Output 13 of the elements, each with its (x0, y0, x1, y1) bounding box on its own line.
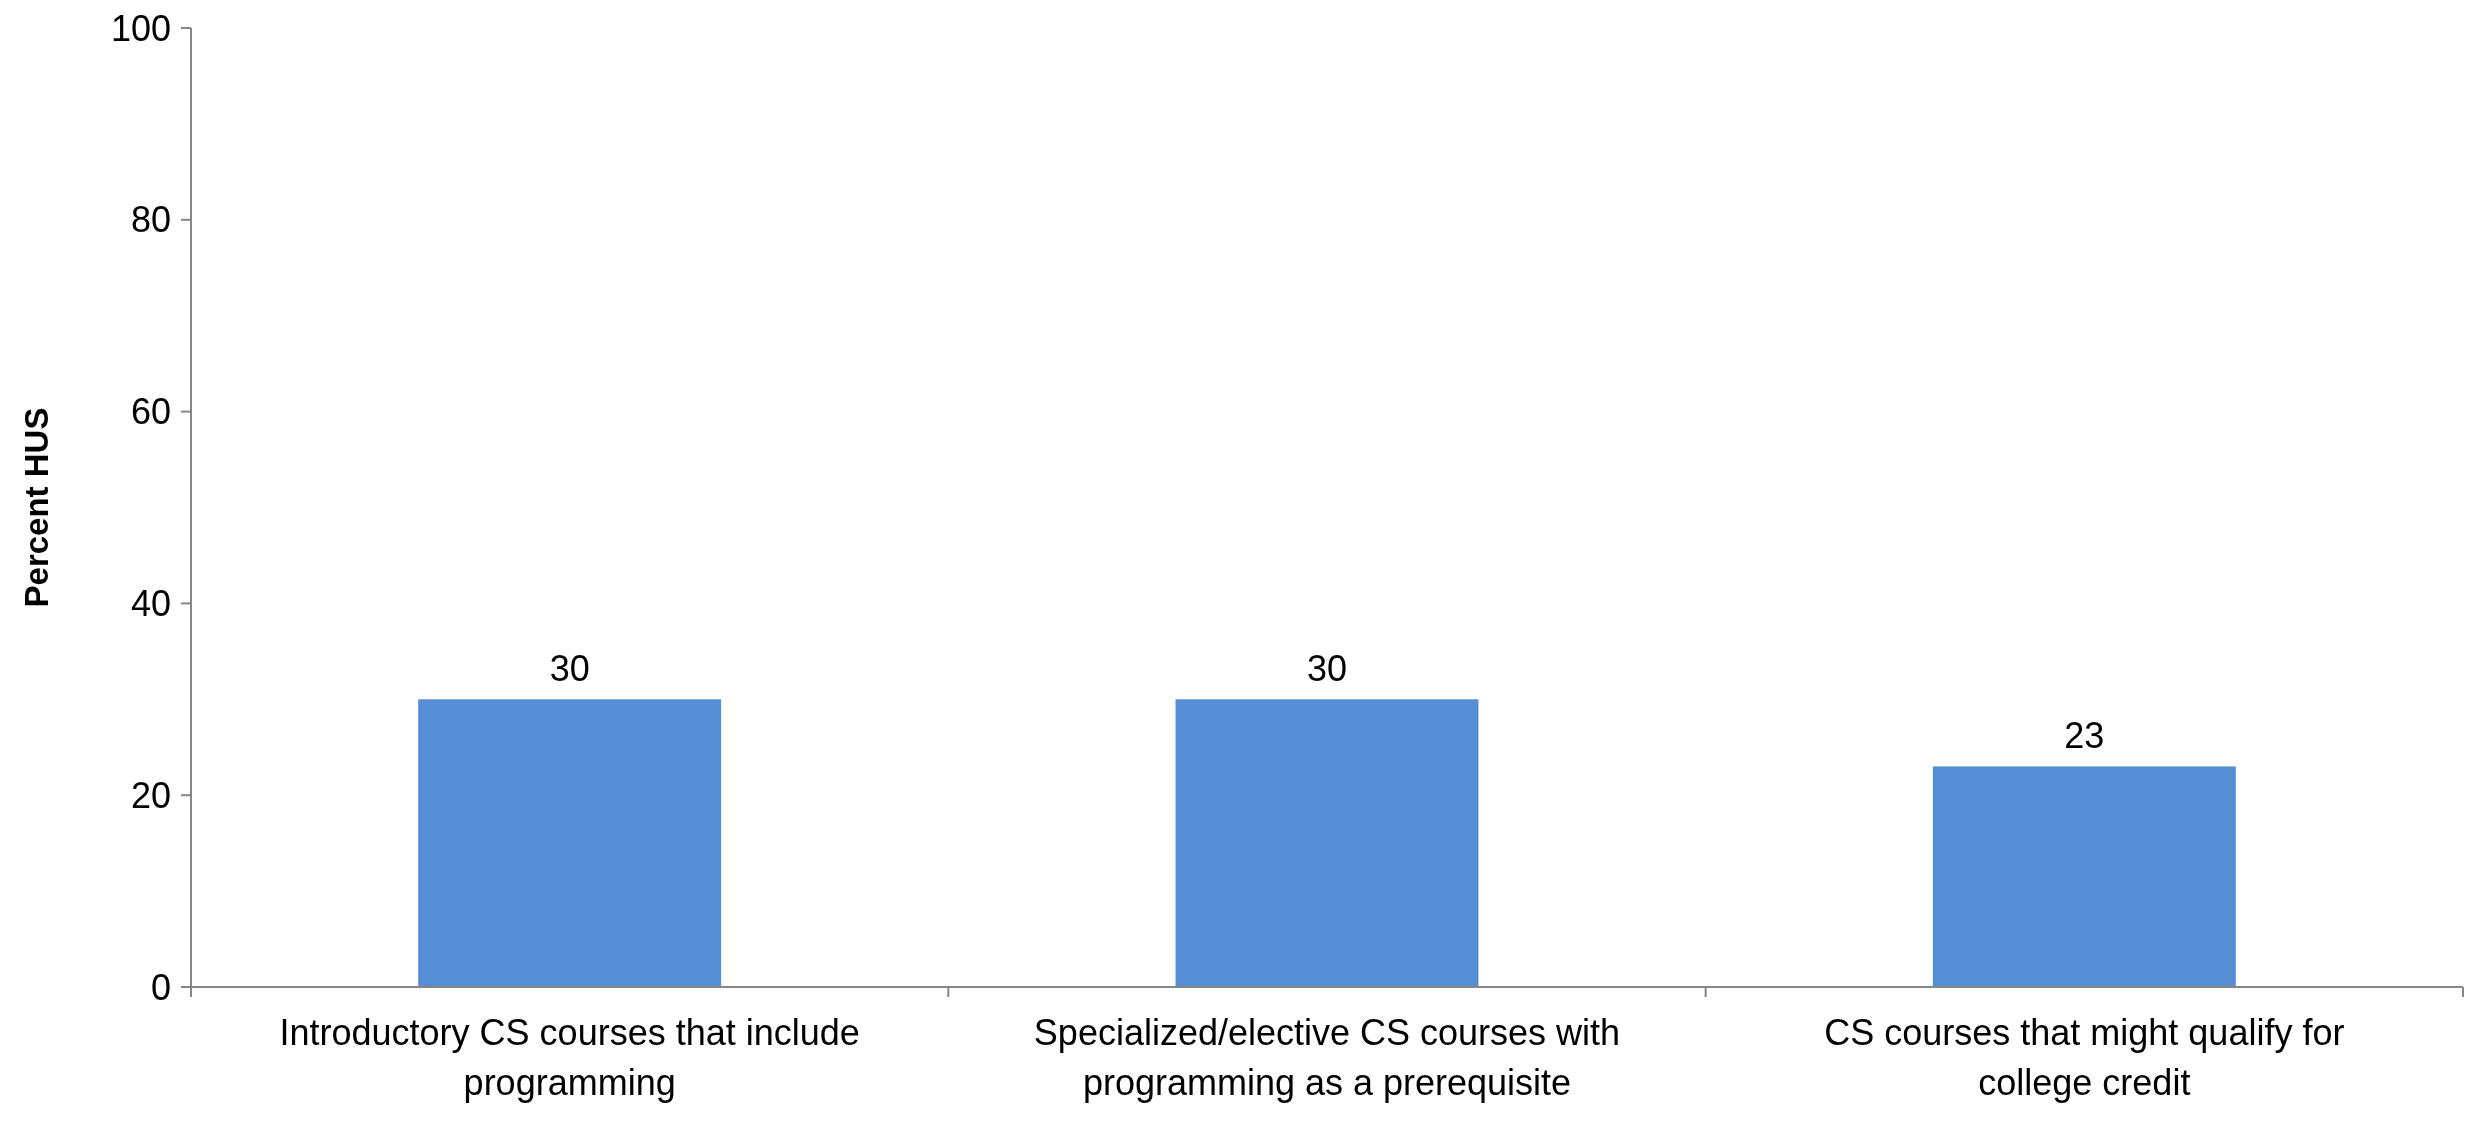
y-tick-label: 60 (130, 391, 171, 433)
x-tick-label: CS courses that might qualify for college credit (1824, 1012, 2345, 1103)
x-tick-label: Introductory CS courses that include programming (279, 1012, 860, 1103)
y-tick-label: 40 (130, 583, 171, 624)
y-axis-title: Percent HUS (18, 407, 55, 608)
data-label: 23 (2064, 715, 2105, 757)
x-tick-label: Specialized/elective CS courses with programming as a prerequisite (1033, 1012, 1621, 1103)
y-tick-label: 20 (130, 774, 171, 816)
data-label: 30 (1306, 648, 1348, 690)
data-label: 30 (549, 648, 590, 690)
y-tick-label: 80 (130, 199, 171, 241)
y-tick-label: 0 (150, 966, 171, 1008)
y-tick-label: 100 (110, 7, 171, 49)
